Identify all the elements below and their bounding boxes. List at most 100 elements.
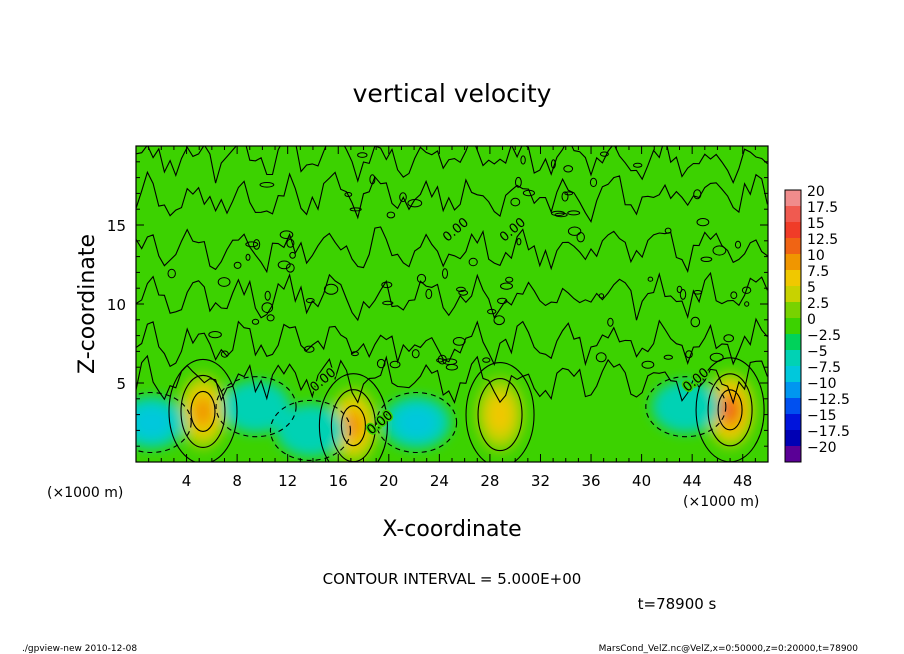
y-axis-label: Z-coordinate xyxy=(75,234,100,374)
contour-cell xyxy=(505,276,514,283)
x-unit-left: (×1000 m) xyxy=(47,485,123,501)
contour-cell xyxy=(369,174,376,185)
contour-cell xyxy=(598,293,605,299)
contour-cell xyxy=(251,318,260,325)
contour-cell xyxy=(217,277,231,287)
colorbar-label: 20 xyxy=(807,184,825,200)
colorbar-label: 5 xyxy=(807,280,816,296)
contour-cell xyxy=(389,360,401,369)
contour-cell xyxy=(416,273,427,284)
contour-cell xyxy=(349,207,362,212)
contour-cell xyxy=(633,162,643,168)
contour-positive xyxy=(340,405,366,447)
colorbar-label: −17.5 xyxy=(807,424,850,440)
colorbar-frame xyxy=(784,189,802,463)
contour-cell xyxy=(696,218,710,227)
x-axis-ticks: 4 8 12 16 20 24 28 32 36 40 44 48 xyxy=(148,146,756,490)
x-tick-label: 4 xyxy=(182,472,192,490)
x-tick-label: 32 xyxy=(531,472,550,490)
contour-cell xyxy=(730,291,738,300)
contour-cell xyxy=(567,210,581,216)
colorbar-swatch xyxy=(785,398,801,415)
velocity-cell xyxy=(193,397,212,426)
y-tick-label: 5 xyxy=(116,375,126,393)
colorbar-swatch xyxy=(785,302,801,319)
footer-right: MarsCond_VelZ.nc@VelZ,x=0:50000,z=0:2000… xyxy=(599,644,859,654)
contour-cell xyxy=(245,241,259,248)
contour-cell xyxy=(261,302,274,314)
contour-interval-note: CONTOUR INTERVAL = 5.000E+00 xyxy=(323,570,582,588)
chart-title: vertical velocity xyxy=(353,79,552,108)
contour-cell xyxy=(167,268,176,279)
colorbar-label: 12.5 xyxy=(807,232,838,248)
colorbar-swatch xyxy=(785,446,801,463)
contour-cell xyxy=(468,257,478,267)
contour-cell xyxy=(442,268,448,279)
contour-negative xyxy=(376,391,458,454)
contour-cell xyxy=(520,155,526,165)
contour-cell xyxy=(220,350,229,358)
contour-positive xyxy=(717,389,743,431)
contour-positive xyxy=(477,378,523,452)
colorbar-swatch xyxy=(785,430,801,447)
contour-cell xyxy=(442,358,458,366)
contour-cell xyxy=(407,199,423,208)
contour-cell xyxy=(563,165,574,173)
x-tick-label: 40 xyxy=(632,472,651,490)
colorbar-swatch xyxy=(785,366,801,383)
velocity-cell xyxy=(395,406,438,439)
contour-cell xyxy=(305,298,315,304)
contour-cell xyxy=(233,261,242,269)
contour-cell xyxy=(497,297,508,305)
contour-cell xyxy=(693,189,702,200)
footer-left: ./gpview-new 2010-12-08 xyxy=(22,644,137,654)
contour-cell xyxy=(245,253,251,261)
contour-positive xyxy=(318,373,388,462)
plot-area: 0.000.000.000.000.00 4 8 12 16 20 24 28 32 36 40 4… xyxy=(107,145,769,490)
y-axis-ticks: 5 10 15 xyxy=(107,161,768,447)
contour-cell xyxy=(641,360,655,369)
contour-cell xyxy=(266,314,275,322)
colorbar-label: 17.5 xyxy=(807,200,838,216)
colorbar-swatch xyxy=(785,222,801,239)
contour-cell xyxy=(264,290,271,301)
contour-cell xyxy=(357,152,368,158)
contour-cell xyxy=(663,354,673,360)
contour-cell xyxy=(561,191,569,202)
contour-cell xyxy=(647,276,654,282)
contour-cell xyxy=(425,288,433,300)
colorbar-swatch xyxy=(785,238,801,255)
colorbar-label: 7.5 xyxy=(807,264,829,280)
contour-cell xyxy=(567,226,582,236)
contour-cell xyxy=(253,239,261,250)
contour-positive xyxy=(707,373,753,447)
contour-cell xyxy=(458,289,469,296)
velocity-cell xyxy=(136,406,173,439)
contour-cell xyxy=(289,251,296,259)
x-tick-label: 12 xyxy=(278,472,297,490)
contour-cell xyxy=(589,177,598,188)
velocity-cell xyxy=(651,380,720,433)
contour-cell xyxy=(350,351,359,357)
contour-cell xyxy=(522,189,536,197)
contour-positive xyxy=(465,362,535,462)
contour-cell xyxy=(376,358,386,369)
contour-cell xyxy=(515,176,522,188)
contour-cell xyxy=(277,260,291,270)
colorbar-label: 2.5 xyxy=(807,296,829,312)
contour-cell xyxy=(344,192,353,197)
contour-cell xyxy=(436,358,444,363)
contour-cell xyxy=(493,315,505,326)
x-tick-label: 28 xyxy=(480,472,499,490)
contour-cell xyxy=(723,334,735,343)
velocity-field xyxy=(136,369,757,462)
contour-cell xyxy=(564,191,574,196)
colorbar-swatch xyxy=(785,382,801,399)
x-tick-label: 20 xyxy=(379,472,398,490)
contour-zero xyxy=(136,170,768,224)
contour-cell xyxy=(734,240,742,249)
contour-cell xyxy=(510,197,521,207)
contour-cell xyxy=(741,286,752,294)
contour-cell xyxy=(664,227,672,234)
colorbar-swatch xyxy=(785,270,801,287)
